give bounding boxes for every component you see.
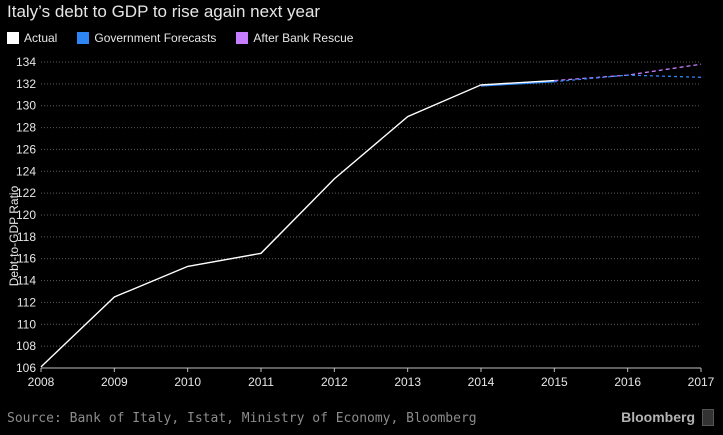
x-tick-label-2016: 2016 — [614, 375, 641, 389]
y-tick-label-106: 106 — [16, 361, 36, 375]
legend-swatch-after-bank-rescue — [236, 32, 249, 44]
legend-item-actual: Actual — [7, 31, 57, 45]
y-tick-label-114: 114 — [17, 274, 36, 288]
series-line-government-forecasts-dashed — [554, 74, 702, 83]
legend-swatch-government-forecasts — [77, 32, 90, 44]
x-tick-label-2014: 2014 — [468, 375, 495, 389]
legend-label-government-forecasts: Government Forecasts — [94, 31, 217, 45]
gridlines — [41, 61, 701, 347]
source-note: Source: Bank of Italy, Istat, Ministry o… — [7, 411, 477, 426]
chart-legend: Actual Government Forecasts After Bank R… — [7, 30, 373, 46]
series-line-actual — [40, 79, 555, 368]
x-tick-label-2011: 2011 — [248, 375, 274, 389]
y-tick-label-132: 132 — [16, 77, 36, 91]
legend-swatch-actual — [7, 32, 19, 44]
y-tick-label-124: 124 — [16, 164, 36, 178]
x-tick-label-2012: 2012 — [321, 375, 348, 389]
series-line-after-bank-rescue — [554, 63, 702, 82]
y-tick-label-110: 110 — [17, 317, 36, 331]
y-tick-label-120: 120 — [16, 208, 36, 222]
y-tick-label-116: 116 — [17, 252, 36, 266]
y-tick-label-134: 134 — [16, 55, 36, 69]
y-tick-label-118: 118 — [17, 230, 36, 244]
x-tick-label-2009: 2009 — [101, 375, 128, 389]
axes: 106 108 110 112 114 116 118 120 122 124 126 128 130 1… — [16, 55, 715, 389]
x-tick-label-2008: 2008 — [28, 375, 55, 389]
legend-item-after-bank-rescue: After Bank Rescue — [236, 31, 353, 45]
y-axis-label: Debt-to-GDP Ratio — [7, 185, 21, 286]
line-chart: 106 108 110 112 114 116 118 120 122 124 126 128 130 1… — [7, 55, 715, 389]
x-tick-label-2010: 2010 — [174, 375, 201, 389]
y-tick-label-122: 122 — [16, 186, 36, 200]
legend-label-after-bank-rescue: After Bank Rescue — [253, 31, 354, 45]
bloomberg-logo: Bloomberg — [621, 409, 695, 425]
series-lines — [40, 63, 702, 368]
legend-item-government-forecasts: Government Forecasts — [77, 31, 216, 45]
y-tick-label-126: 126 — [16, 142, 36, 156]
chart-title: Italy’s debt to GDP to rise again next y… — [7, 2, 321, 21]
x-tick-label-2017: 2017 — [688, 375, 715, 389]
series-line-government-forecasts — [480, 81, 555, 87]
y-tick-label-130: 130 — [16, 99, 36, 113]
legend-label-actual: Actual — [24, 31, 58, 45]
y-tick-label-112: 112 — [17, 295, 36, 309]
x-tick-label-2015: 2015 — [541, 375, 568, 389]
bloomberg-badge-icon — [702, 409, 714, 426]
y-tick-label-128: 128 — [16, 121, 36, 135]
x-tick-label-2013: 2013 — [394, 375, 421, 389]
y-tick-label-108: 108 — [16, 339, 36, 353]
